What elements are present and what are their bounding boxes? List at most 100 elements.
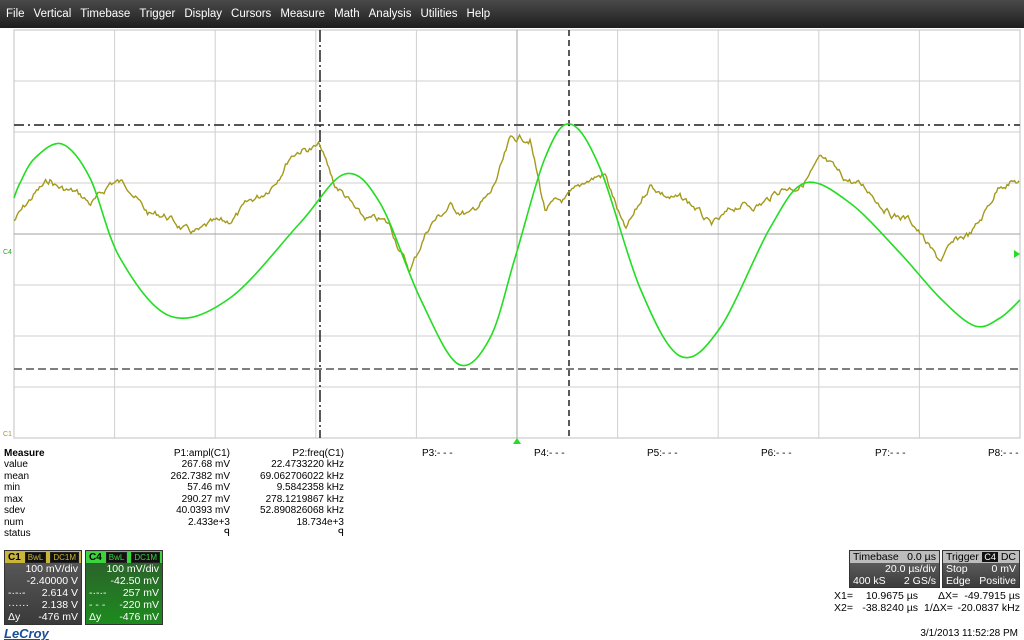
menu-display[interactable]: Display xyxy=(184,8,223,20)
ch4-dy: -476 mV xyxy=(119,611,159,623)
ch4-bwl-tag: BwL xyxy=(105,551,128,563)
measure-max-p2: 278.1219867 kHz xyxy=(265,493,344,505)
measure-mean-label: mean xyxy=(4,470,30,482)
measure-mean-p2: 69.062706022 kHz xyxy=(260,470,344,482)
datetime: 3/1/2013 11:52:28 PM xyxy=(920,628,1018,639)
trigger-slope: Positive xyxy=(979,575,1016,587)
measure-max-label: max xyxy=(4,493,23,505)
channel-c4-descriptor[interactable]: C4 BwL DC1M 100 mV/div -42.50 mV -·-·- 257 … xyxy=(85,550,163,625)
measure-row-status: status ꟼ ꟼ xyxy=(4,528,1020,539)
measure-status-label: status xyxy=(4,528,31,539)
param-p6[interactable]: P6:- - - xyxy=(761,448,792,459)
measure-num-label: num xyxy=(4,516,24,528)
menu-utilities[interactable]: Utilities xyxy=(420,8,458,20)
param-p1[interactable]: P1:ampl(C1) xyxy=(173,448,230,459)
measure-sdev-label: sdev xyxy=(4,505,26,516)
trigger-level: 0 mV xyxy=(991,563,1016,575)
param-p3[interactable]: P3:- - - xyxy=(422,448,453,459)
menu-trigger[interactable]: Trigger xyxy=(139,8,176,20)
trigger-descriptor[interactable]: Trigger C4 DC Stop 0 mV Edge Positive xyxy=(942,550,1020,588)
channel-c1-descriptor[interactable]: C1 BwL DC1M 100 mV/div -2.40000 V -·-·- 2.6… xyxy=(4,550,82,625)
lecroy-logo: LeCroy xyxy=(4,626,49,640)
trigger-position-marker xyxy=(513,438,521,444)
ch4-coupling-tag: DC1M xyxy=(131,551,161,563)
ch1-cursor2: 2.138 V xyxy=(41,599,78,611)
measure-value-p2: 22.4733220 kHz xyxy=(271,459,344,470)
timebase-delay: 0.0 µs xyxy=(907,551,936,563)
measure-row-mean: mean 262.7382 mV 69.062706022 kHz xyxy=(4,471,1020,482)
measure-row-value: value 267.68 mV 22.4733220 kHz xyxy=(4,459,1020,470)
measure-num-p1: 2.433e+3 xyxy=(188,516,230,528)
measure-status-p2: ꟼ xyxy=(337,528,344,539)
measure-sdev-p2: 52.890826068 kHz xyxy=(260,505,344,516)
menu-cursors[interactable]: Cursors xyxy=(231,8,272,20)
menu-analysis[interactable]: Analysis xyxy=(368,8,412,20)
ch4-dy-label: Δy xyxy=(89,611,102,623)
measure-value-label: value xyxy=(4,459,28,470)
measure-max-p1: 290.27 mV xyxy=(181,493,230,505)
grid-lines xyxy=(14,30,1020,438)
menu-timebase[interactable]: Timebase xyxy=(80,8,131,20)
ch1-dy-label: Δy xyxy=(8,611,21,623)
cursor-x1-value: 10.9675 µs xyxy=(865,590,918,602)
menu-measure[interactable]: Measure xyxy=(280,8,326,20)
menu-bar: File Vertical Timebase Trigger Display Cursor… xyxy=(0,0,1024,28)
menu-file[interactable]: File xyxy=(6,8,25,20)
measure-row-sdev: sdev 40.0393 mV 52.890826068 kHz xyxy=(4,505,1020,516)
marker-c4: C4 xyxy=(3,249,12,256)
trigger-coupling: DC xyxy=(1000,551,1016,563)
marker-c1: C1 xyxy=(3,431,12,438)
param-p8[interactable]: P8:- - - xyxy=(988,448,1019,459)
measure-min-p1: 57.46 mV xyxy=(187,482,230,493)
timebase-descriptor[interactable]: Timebase 0.0 µs 20.0 µs/div 400 kS 2 GS/s xyxy=(849,550,940,588)
ch1-dy: -476 mV xyxy=(38,611,78,623)
param-p7[interactable]: P7:- - - xyxy=(875,448,906,459)
cursor-readout-row2: X2= -38.8240 µs 1/ΔX= -20.0837 kHz xyxy=(834,602,1020,614)
ch1-vdiv: 100 mV/div xyxy=(25,563,78,575)
measure-header: Measure P1:ampl(C1) P2:freq(C1) P3:- - -… xyxy=(4,448,1019,459)
measure-table: Measure P1:ampl(C1) P2:freq(C1) P3:- - -… xyxy=(0,446,1024,550)
c4-level-marker xyxy=(1014,250,1020,258)
ch4-name: C4 xyxy=(89,551,102,563)
ch1-offset: -2.40000 V xyxy=(26,575,78,587)
ch4-cursor2: -220 mV xyxy=(119,599,159,611)
measure-sdev-p1: 40.0393 mV xyxy=(176,505,230,516)
measure-mean-p1: 262.7382 mV xyxy=(170,470,231,482)
measure-min-p2: 9.5842358 kHz xyxy=(276,482,344,493)
menu-vertical[interactable]: Vertical xyxy=(33,8,72,20)
ch4-offset: -42.50 mV xyxy=(110,575,159,587)
measure-min-label: min xyxy=(4,482,21,493)
dotted-icon: ······ xyxy=(8,599,29,611)
measure-num-p2: 18.734e+3 xyxy=(296,516,344,528)
trigger-source: C4 xyxy=(982,552,998,562)
trace-c1 xyxy=(13,133,1020,273)
dash-dot-icon: -·-·- xyxy=(8,587,26,599)
trigger-title: Trigger xyxy=(946,551,979,563)
measure-value-p1: 267.68 mV xyxy=(181,459,230,470)
cursor-readout-row1: X1= 10.9675 µs ΔX= -49.7915 µs xyxy=(834,590,1020,602)
scope-grid[interactable]: C4 C1 xyxy=(0,28,1024,446)
menu-math[interactable]: Math xyxy=(334,8,360,20)
cursor-x2-value: -38.8240 µs xyxy=(862,602,918,614)
ch4-vdiv: 100 mV/div xyxy=(106,563,159,575)
measure-row-num: num 2.433e+3 18.734e+3 xyxy=(4,517,1020,528)
ch1-bwl-tag: BwL xyxy=(24,551,47,563)
timebase-samples: 400 kS xyxy=(853,575,886,587)
param-p4[interactable]: P4:- - - xyxy=(534,448,565,459)
dashed-icon: - - - xyxy=(89,599,106,611)
param-p5[interactable]: P5:- - - xyxy=(647,448,678,459)
timebase-rate: 2 GS/s xyxy=(903,575,936,587)
menu-help[interactable]: Help xyxy=(466,8,491,20)
cursor-inv-dx-value: -20.0837 kHz xyxy=(957,602,1020,614)
trace-c4 xyxy=(13,123,1021,367)
measure-row-max: max 290.27 mV 278.1219867 kHz xyxy=(4,494,1020,505)
trigger-mode: Stop xyxy=(946,563,968,575)
measure-row-min: min 57.46 mV 9.5842358 kHz xyxy=(4,482,1020,493)
ch1-cursor1: 2.614 V xyxy=(41,587,78,599)
ch1-coupling-tag: DC1M xyxy=(50,551,80,563)
dash-dot-icon: -·-·- xyxy=(89,587,107,599)
param-p2[interactable]: P2:freq(C1) xyxy=(292,448,344,459)
timebase-tdiv: 20.0 µs/div xyxy=(885,563,936,575)
cursor-dx-value: -49.7915 µs xyxy=(964,590,1020,602)
measure-status-p1: ꟼ xyxy=(223,528,230,539)
